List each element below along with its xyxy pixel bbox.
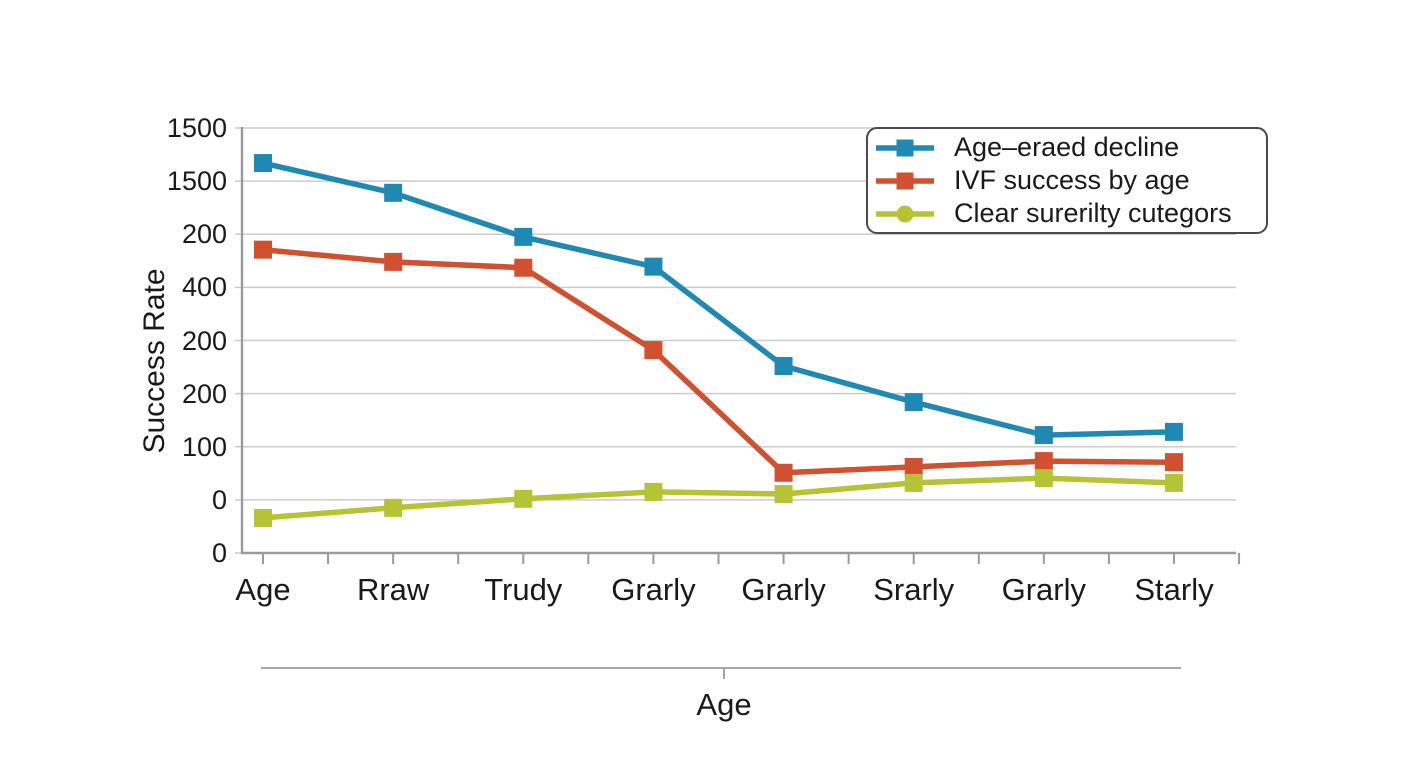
data-point (904, 457, 923, 476)
legend-label: Age–eraed decline (954, 132, 1180, 162)
series-line (260, 475, 1177, 521)
x-category-label: Trudy (484, 572, 563, 607)
data-point (514, 227, 533, 246)
data-point (1164, 453, 1183, 472)
legend-line-sample (876, 172, 934, 189)
data-point (644, 482, 663, 501)
series-0 (254, 154, 1183, 445)
data-point (384, 183, 403, 202)
data-point (1034, 426, 1053, 445)
data-point (904, 473, 923, 492)
y-tick-label: 100 (181, 431, 227, 462)
data-point (644, 257, 663, 276)
legend-label: Clear surerilty cutegors (954, 198, 1232, 228)
data-point (254, 240, 272, 259)
data-point (1034, 452, 1053, 471)
data-point (774, 485, 793, 504)
series-line (260, 160, 1177, 438)
data-point (514, 489, 533, 508)
x-category-label: Srarly (873, 572, 955, 607)
legend: Age–eraed decline IVF success by age Cle… (866, 127, 1268, 234)
y-tick-label: 200 (181, 378, 227, 409)
data-point (254, 508, 272, 527)
legend-item: IVF success by age (868, 164, 1266, 197)
series-1 (254, 240, 1183, 482)
data-point (1034, 469, 1053, 488)
data-point (1164, 473, 1183, 492)
x-category-label: Grarly (1001, 572, 1087, 607)
series-2 (254, 469, 1183, 527)
y-tick-label: 0 (211, 484, 227, 515)
data-point (514, 258, 533, 277)
data-point (254, 154, 272, 173)
x-category-label: Starly (1134, 572, 1214, 607)
legend-sample-marker (896, 139, 914, 156)
y-tick-label: 200 (181, 325, 227, 356)
x-category-label: Grarly (611, 572, 696, 607)
legend-sample-marker (896, 172, 914, 189)
data-point (774, 463, 793, 482)
x-axis-title: Age (696, 687, 752, 722)
y-tick-label: 400 (181, 272, 227, 303)
data-point (774, 357, 793, 375)
data-point (384, 498, 403, 517)
data-point (904, 393, 923, 412)
legend-label: IVF success by age (954, 165, 1190, 195)
legend-line-sample (876, 139, 934, 156)
data-point (644, 341, 663, 360)
legend-item: Clear surerilty cutegors (868, 197, 1266, 230)
y-tick-label: 1500 (166, 113, 227, 143)
x-category-label: Grarly (741, 572, 826, 607)
legend-line-sample (876, 205, 934, 222)
y-tick-label: 1500 (166, 166, 227, 197)
y-tick-label: 0 (211, 538, 227, 568)
data-point (384, 252, 403, 271)
data-point (1164, 422, 1183, 441)
series-line (260, 246, 1177, 476)
x-category-label: Age (235, 572, 291, 607)
y-tick-label: 200 (181, 219, 227, 250)
legend-item: Age–eraed decline (868, 131, 1266, 164)
legend-sample-marker (896, 205, 914, 222)
x-category-label: Rraw (356, 572, 430, 607)
